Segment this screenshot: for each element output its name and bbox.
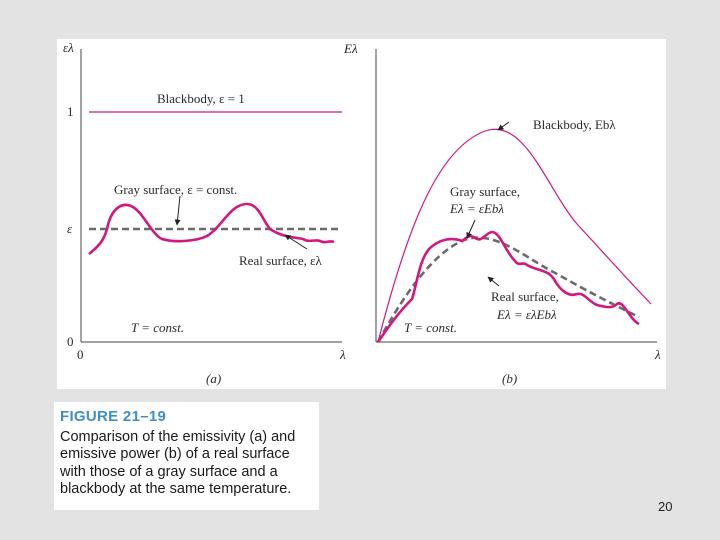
panel-b-temperature-label: T = const. [404, 320, 457, 335]
panel-b-gray-arrow [466, 219, 476, 239]
panel-b-real-arrow [487, 276, 500, 287]
caption-text: Comparison of the emissivity (a) and emi… [60, 429, 296, 497]
panel-b-blackbody-label: Blackbody, Ebλ [533, 117, 616, 132]
panel-a-origin: 0 [77, 347, 84, 362]
panel-a-blackbody-label: Blackbody, ε = 1 [157, 91, 245, 106]
panel-a-temperature-label: T = const. [131, 320, 184, 335]
figure-caption: FIGURE 21–19 Comparison of the emissivit… [54, 402, 319, 510]
panel-b-sublabel: (b) [502, 371, 517, 386]
panel-a-sublabel: (a) [206, 371, 221, 386]
panel-b-real-label-line2: Eλ = ελEbλ [496, 307, 557, 322]
figure-panel: ελ 1 ε 0 0 λ Blackbody, ε = 1 Gray surfa… [57, 39, 666, 389]
panel-a-tick-epsilon: ε [67, 221, 73, 236]
panel-a-real-arrow [284, 234, 308, 250]
panel-b-blackbody-curve [377, 128, 652, 343]
page-number: 20 [658, 499, 673, 514]
panel-a-real-surface-curve [88, 202, 335, 255]
panel-a-gray-arrow [174, 195, 181, 226]
panel-a-real-label: Real surface, ελ [239, 253, 323, 268]
panel-b-real-surface-curve [376, 230, 640, 343]
panel-b-real-label-line1: Real surface, [491, 289, 559, 304]
panel-a-y-axis-label: ελ [63, 40, 74, 55]
panel-a-tick-zero: 0 [67, 334, 74, 349]
emissivity-diagram: ελ 1 ε 0 0 λ Blackbody, ε = 1 Gray surfa… [63, 40, 661, 386]
panel-b-x-axis-label: λ [654, 347, 661, 362]
panel-a-tick-one: 1 [67, 104, 74, 119]
panel-b-gray-label-line2: Eλ = εEbλ [449, 201, 504, 216]
panel-b-gray-label-line1: Gray surface, [450, 184, 520, 199]
panel-a-gray-label: Gray surface, ε = const. [114, 182, 237, 197]
caption-title: FIGURE 21–19 [60, 408, 167, 425]
panel-b-blackbody-arrow [497, 121, 510, 131]
panel-a-x-axis-label: λ [339, 347, 346, 362]
panel-b-y-axis-label: Eλ [343, 41, 358, 56]
